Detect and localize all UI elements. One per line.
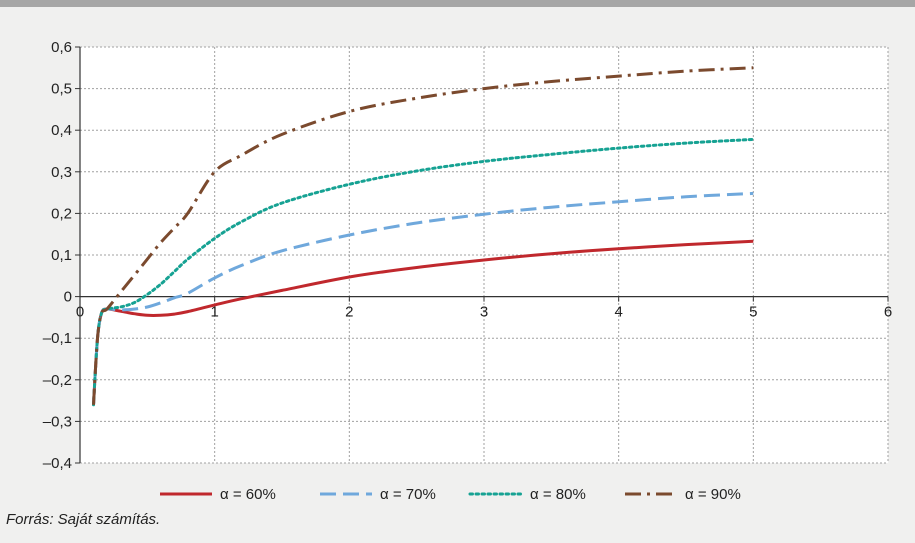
y-tick-label: –0,4: [43, 455, 72, 472]
series-lines: [92, 66, 755, 407]
source-note: Forrás: Saját számítás.: [6, 511, 161, 528]
legend-item-4: α = 90%: [625, 486, 741, 503]
y-tick-label: 0,1: [51, 247, 72, 264]
legend-label: α = 60%: [220, 486, 276, 503]
legend-label: α = 70%: [380, 486, 436, 503]
x-tick-label: 5: [749, 304, 757, 321]
x-tick-label: 6: [884, 304, 892, 321]
axes: [75, 46, 889, 464]
y-tick-label: 0,3: [51, 164, 72, 181]
x-tick-label: 1: [210, 304, 218, 321]
y-tick-label: 0,4: [51, 122, 72, 139]
y-tick-label: 0,6: [51, 39, 72, 56]
legend: α = 60% α = 70% α = 80% α = 90%: [160, 486, 741, 503]
y-tick-labels: 0,6 0,5 0,4 0,3 0,2 0,1 0 –0,1 –0,2 –0,3 –0,4: [43, 39, 72, 472]
gridlines: [80, 46, 889, 464]
x-tick-label: 4: [614, 304, 622, 321]
legend-label: α = 90%: [685, 486, 741, 503]
series-line-4: [92, 66, 754, 405]
legend-item-2: α = 70%: [320, 486, 436, 503]
x-tick-label: 0: [76, 304, 84, 321]
top-border-bar: [0, 0, 915, 7]
y-tick-label: –0,2: [43, 372, 72, 389]
y-tick-label: 0,5: [51, 81, 72, 98]
y-tick-label: 0: [64, 289, 72, 306]
x-tick-label: 3: [480, 304, 488, 321]
y-tick-label: –0,3: [43, 413, 72, 430]
y-tick-label: –0,1: [43, 330, 72, 347]
legend-item-3: α = 80%: [468, 486, 586, 503]
legend-label: α = 80%: [530, 486, 586, 503]
x-tick-label: 2: [345, 304, 353, 321]
y-tick-label: 0,2: [51, 205, 72, 222]
legend-item-1: α = 60%: [160, 486, 276, 503]
x-tick-labels: 0 1 2 3 4 5 6: [76, 304, 892, 321]
